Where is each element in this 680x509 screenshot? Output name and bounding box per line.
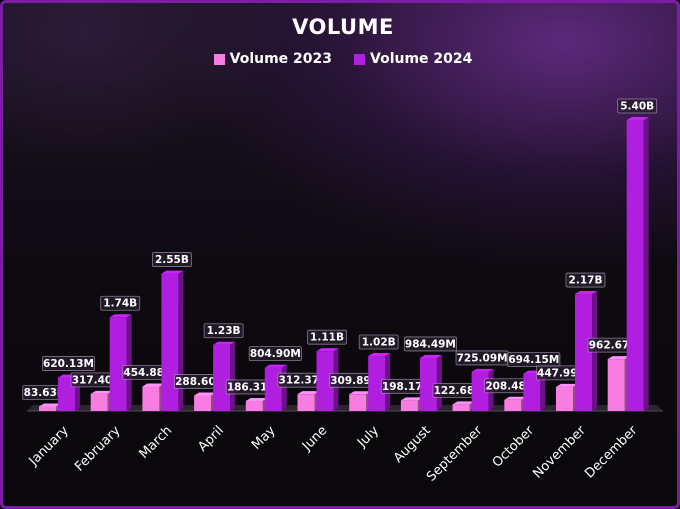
bar-top-2023: [245, 397, 268, 401]
bar-top-2023: [194, 392, 217, 396]
bar-side-2024: [230, 341, 236, 411]
legend-swatch-2023: [213, 53, 225, 65]
bar-top-2024: [109, 314, 132, 318]
bar-top-2024: [316, 348, 339, 352]
data-label-box: [151, 252, 192, 267]
data-label-box: [358, 334, 399, 350]
bar-top-2024: [264, 364, 287, 368]
bar-2023: [607, 359, 625, 411]
bar-2024: [161, 273, 179, 411]
bar-2023: [245, 400, 263, 411]
bar-side-2024: [540, 370, 546, 411]
x-tick-label: June: [299, 423, 330, 454]
bar-side-2024: [281, 364, 287, 411]
legend-item-2023: Volume 2023: [213, 51, 332, 67]
bar-2024: [368, 356, 386, 411]
x-tick-label: August: [391, 423, 434, 466]
bar-2023: [297, 394, 315, 411]
data-label: 694.15M: [508, 354, 559, 366]
bar-2024: [575, 294, 592, 411]
x-tick-label: April: [195, 423, 227, 455]
data-label: 1.11B: [310, 332, 344, 344]
data-label: 1.23B: [207, 325, 241, 337]
legend: Volume 2023 Volume 2024: [3, 51, 677, 67]
x-tick-label: May: [249, 423, 279, 453]
bar-2023: [90, 393, 108, 411]
bar-top-2023: [556, 383, 578, 387]
data-label: 83.63M: [24, 387, 68, 399]
data-label-box: [507, 352, 561, 367]
chart-title: VOLUME: [292, 15, 394, 39]
bar-2024: [109, 317, 127, 411]
bar-side-2024: [178, 270, 184, 411]
data-label: 725.09M: [457, 352, 508, 364]
x-tick-label: December: [582, 423, 641, 482]
x-tick-label: January: [26, 423, 72, 469]
data-label: 2.55B: [155, 254, 189, 266]
data-label: 620.13M: [43, 358, 94, 370]
bar-2023: [400, 400, 418, 411]
legend-label-2024: Volume 2024: [370, 51, 473, 67]
bar-top-2023: [349, 391, 372, 395]
bar-side-2024: [436, 354, 442, 411]
bar-top-2024: [213, 341, 236, 345]
bar-2024: [316, 351, 334, 411]
bar-2024: [626, 120, 644, 411]
bar-side-2024: [126, 314, 132, 411]
bar-2024: [213, 344, 231, 411]
bar-top-2023: [607, 356, 630, 360]
data-label-box: [307, 329, 347, 345]
bar-top-2023: [504, 396, 527, 400]
bar-top-2024: [575, 291, 597, 295]
bar-2024: [523, 373, 541, 411]
bar-side-2024: [643, 117, 649, 411]
bar-top-2023: [90, 390, 113, 394]
data-label-box: [203, 323, 244, 339]
data-label-box: [42, 356, 96, 371]
bar-top-2023: [452, 401, 475, 405]
data-label-box: [565, 272, 606, 288]
bar-2023: [452, 404, 470, 411]
data-label: 2.17B: [569, 275, 603, 287]
data-label-box: [403, 336, 457, 352]
x-tick-label: March: [137, 423, 176, 462]
legend-swatch-2024: [354, 53, 365, 65]
bar-2023: [194, 395, 212, 411]
bar-top-2024: [419, 354, 442, 358]
bar-2023: [349, 394, 367, 411]
data-label: 1.74B: [103, 298, 137, 310]
bar-top-2023: [297, 391, 320, 395]
x-tick-label: February: [72, 423, 124, 475]
x-tick-label: October: [490, 423, 538, 471]
bar-2024: [419, 357, 437, 411]
legend-label-2023: Volume 2023: [229, 51, 332, 67]
data-label-box: [248, 346, 302, 362]
x-tick-label: July: [354, 423, 382, 451]
data-label: 984.49M: [405, 338, 456, 350]
data-label: 5.40B: [620, 101, 654, 113]
data-label: 1.02B: [362, 337, 396, 349]
bar-2023: [504, 399, 522, 411]
bar-top-2023: [400, 397, 423, 401]
bar-chart: 83.63M620.13MJanuary317.40M1.74BFebruary…: [22, 98, 663, 485]
bar-top-2023: [39, 403, 61, 407]
bar-top-2024: [471, 368, 494, 372]
bar-2023: [142, 386, 160, 411]
x-tick-label: November: [530, 423, 589, 482]
data-label-box: [100, 295, 141, 311]
data-label: 804.90M: [250, 348, 301, 360]
bar-2023: [556, 386, 573, 411]
bar-top-2023: [142, 383, 165, 387]
x-tick-label: September: [424, 423, 486, 485]
bar-2023: [39, 406, 56, 411]
chart-floor: [27, 405, 663, 411]
legend-item-2024: Volume 2024: [354, 51, 472, 67]
data-label-box: [617, 98, 658, 114]
bar-top-2024: [161, 270, 184, 274]
bar-top-2024: [626, 117, 649, 120]
bar-top-2024: [368, 353, 391, 357]
